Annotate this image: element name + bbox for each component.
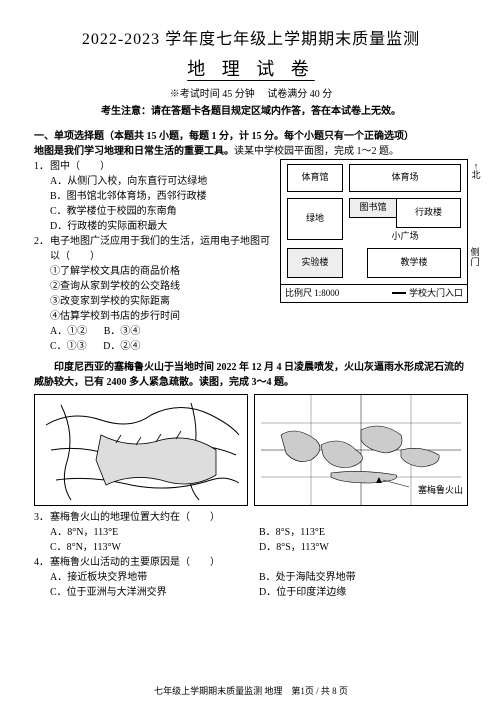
intro-text-1: 地图是我们学习地理和日常生活的重要工具。 [34,146,234,157]
campus-inner: 体育馆 体育场 绿地 图书馆 行政楼 小广场 [281,160,467,284]
q1-opt-a: A．从侧门入校，向东直行可达绿地 [50,174,272,189]
teach-box: 教学楼 [367,248,461,278]
q1-opt-d: D．行政楼的实际面积最大 [50,219,272,234]
q4-options: A．接近板块交界地带B．处于海陆交界地带 C．位于亚洲与大洋洲交界D．位于印度洋… [34,570,468,600]
q2-stem: 电子地图广泛应用于我们的生活，运用电子地图可以（ ） [50,234,272,264]
q4-stem: 塞梅鲁火山活动的主要原因是（ ） [50,555,468,570]
q2-sub2: ②查询从家到学校的公交路线 [50,279,272,294]
indonesia-map: 塞梅鲁火山 [254,394,468,506]
exam-notice: 考生注意：请在答题卡各题目规定区域内作答，答在本试卷上无效。 [34,104,468,119]
q2-sub4: ④估算学校到书店的步行时间 [50,309,272,324]
q4-opt-a: A．接近板块交界地带 [50,570,259,585]
q1-stem: 图中（ ） [50,159,272,174]
passage2: 印度尼西亚的塞梅鲁火山于当地时间 2022 年 12 月 4 日凌晨喷发，火山灰… [34,360,468,390]
q3-options: A．8°N，113°EB．8°S，113°E C．8°N，113°WD．8°S，… [34,525,468,555]
q1-opt-b: B．图书馆北邻体育场，西邻行政楼 [50,189,272,204]
q4-opt-c: C．位于亚洲与大洋洲交界 [50,585,259,600]
green-box: 绿地 [287,198,343,240]
semeru-label: 塞梅鲁火山 [418,484,463,498]
plate-map-svg [35,395,247,505]
q3-num: 3． [34,510,50,525]
q2-sub1: ①了解学校文具店的商品价格 [50,264,272,279]
section1-intro: 地图是我们学习地理和日常生活的重要工具。读某中学校园平面图，完成 1～2 题。 [34,144,468,159]
scale-text: 比例尺 1:8000 [285,287,339,301]
maps-row: 塞梅鲁火山 [34,394,468,506]
q4-opt-d: D．位于印度洋边缘 [259,585,468,600]
q3-opt-d: D．8°S，113°W [259,540,468,555]
q1-opt-c: C．教学楼位于校园的东南角 [50,204,272,219]
field-box: 体育场 [349,164,461,192]
campus-map-col: ↑ 北 侧 门 体育馆 体育场 绿地 图书 [280,159,468,354]
q1-options: A．从侧门入校，向东直行可达绿地 B．图书馆北邻体育场，西邻行政楼 C．教学楼位… [34,174,272,234]
plaza-label: 小广场 [349,230,461,244]
side-gate-label: 侧 门 [469,248,481,268]
q2-opt-b: B．③④ [104,324,141,339]
compass-icon: ↑ 北 [469,162,483,180]
library-box: 图书馆 [349,198,397,218]
exam-page: 2022-2023 学年度七年级上学期期末质量监测 地 理 试 卷 ※考试时间 … [0,0,502,708]
legend-line-icon [392,292,406,294]
q2-options: A．①② B．③④ C．①③ D．②④ [34,324,272,354]
q1-q2-block: 1． 图中（ ） A．从侧门入校，向东直行可达绿地 B．图书馆北邻体育场，西邻行… [34,159,468,354]
q1-q2-text: 1． 图中（ ） A．从侧门入校，向东直行可达绿地 B．图书馆北邻体育场，西邻行… [34,159,272,354]
intro-text-2: 读某中学校园平面图，完成 1～2 题。 [234,146,399,157]
q2: 2． 电子地图广泛应用于我们的生活，运用电子地图可以（ ） [34,234,272,264]
q3-opt-b: B．8°S，113°E [259,525,468,540]
q3-opt-a: A．8°N，113°E [50,525,259,540]
compass-north-label: 北 [469,171,483,180]
meta-time: ※考试时间 45 分钟 [170,89,255,100]
q2-sub3: ③改变家到学校的实际距离 [50,294,272,309]
lab-box: 实验楼 [287,248,343,278]
q4-num: 4． [34,555,50,570]
q2-opt-c: C．①③ [50,339,87,354]
title-line-1: 2022-2023 学年度七年级上学期期末质量监测 [34,28,468,52]
q2-opt-a: A．①② [50,324,87,339]
q2-opt-d: D．②④ [103,339,140,354]
q3-opt-c: C．8°N，113°W [50,540,259,555]
q2-sub: ①了解学校文具店的商品价格 ②查询从家到学校的公交路线 ③改变家到学校的实际距离… [34,264,272,324]
q3: 3． 塞梅鲁火山的地理位置大约在（ ） [34,510,468,525]
admin-box: 行政楼 [396,198,461,228]
page-footer: 七年级上学期期末质量监测 地理 第1页 / 共 8 页 [0,685,502,699]
side-gate-char2: 门 [469,258,481,268]
q3-stem: 塞梅鲁火山的地理位置大约在（ ） [50,510,468,525]
meta-score: 试卷满分 40 分 [267,89,332,100]
exam-meta: ※考试时间 45 分钟 试卷满分 40 分 [34,87,468,102]
q4-opt-b: B．处于海陆交界地带 [259,570,468,585]
gym-box: 体育馆 [287,164,343,192]
q1: 1． 图中（ ） [34,159,272,174]
legend-text: 学校大门入口 [409,287,463,301]
plate-map [34,394,248,506]
scale-row: 比例尺 1:8000 学校大门入口 [281,284,467,303]
campus-map: ↑ 北 侧 门 体育馆 体育场 绿地 图书 [280,159,468,303]
q4: 4． 塞梅鲁火山活动的主要原因是（ ） [34,555,468,570]
section1-heading: 一、单项选择题（本题共 15 小题，每题 1 分，计 15 分。每个小题只有一个… [34,129,468,144]
q2-num: 2． [34,234,50,264]
title-line-2: 地 理 试 卷 [34,56,468,83]
q1-num: 1． [34,159,50,174]
